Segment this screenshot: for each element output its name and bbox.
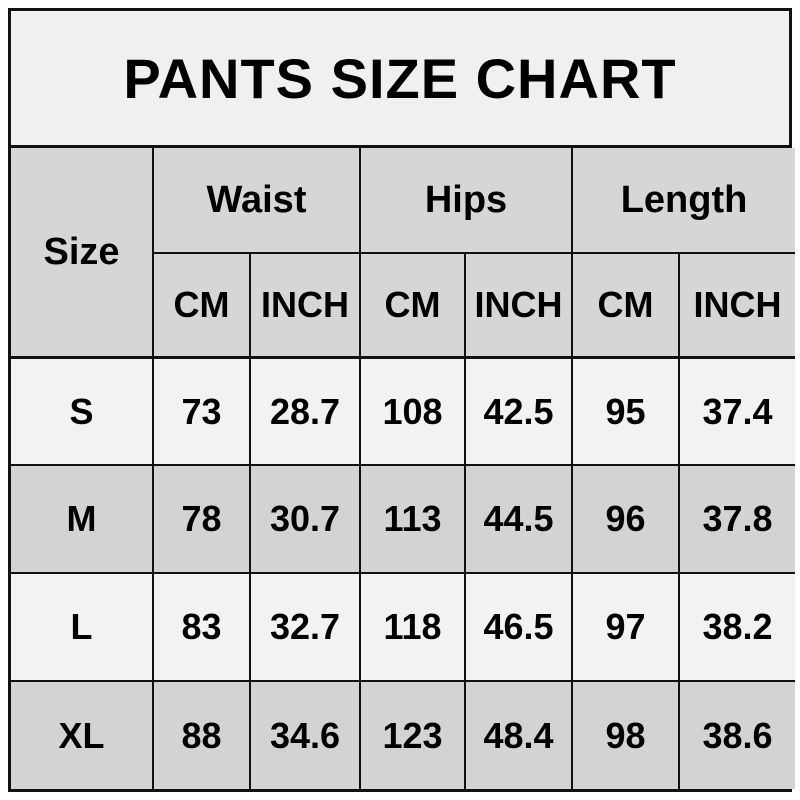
- size-table: Size Waist Hips Length CM INCH CM INCH C…: [10, 147, 797, 790]
- column-header-size: Size: [10, 147, 154, 359]
- value-cell: 46.5: [463, 572, 574, 683]
- unit-header-waist-inch: INCH: [249, 252, 361, 359]
- size-table-header: Size Waist Hips Length CM INCH CM INCH C…: [10, 147, 797, 359]
- value-cell: 83: [152, 572, 251, 683]
- table-row-xl: XL 88 34.6 123 48.4 98 38.6: [10, 680, 797, 790]
- column-group-length: Length: [571, 147, 797, 254]
- column-group-hips: Hips: [358, 147, 574, 254]
- value-cell: 44.5: [463, 464, 574, 575]
- value-cell: 38.6: [678, 680, 797, 790]
- size-cell: L: [10, 572, 154, 683]
- column-group-waist: Waist: [152, 147, 361, 254]
- unit-header-hips-cm: CM: [359, 252, 466, 359]
- value-cell: 78: [152, 464, 251, 575]
- value-cell: 113: [359, 464, 466, 575]
- header-group-row: Size Waist Hips Length: [10, 147, 797, 359]
- table-row-m: M 78 30.7 113 44.5 96 37.8: [10, 464, 797, 575]
- table-row-l: L 83 32.7 118 46.5 97 38.2: [10, 572, 797, 683]
- value-cell: 123: [359, 680, 466, 790]
- value-cell: 37.4: [678, 356, 797, 467]
- value-cell: 30.7: [249, 464, 361, 575]
- header-unit-row: CM INCH CM INCH CM INCH: [11, 252, 797, 359]
- size-cell: M: [10, 464, 154, 575]
- unit-header-waist-cm: CM: [152, 252, 251, 359]
- unit-header-length-inch: INCH: [678, 252, 797, 359]
- table-row-s: S 73 28.7 108 42.5 95 37.4: [10, 356, 797, 467]
- value-cell: 48.4: [463, 680, 574, 790]
- value-cell: 34.6: [249, 680, 361, 790]
- value-cell: 108: [359, 356, 466, 467]
- value-cell: 97: [571, 572, 681, 683]
- value-cell: 28.7: [249, 356, 361, 467]
- value-cell: 42.5: [463, 356, 574, 467]
- value-cell: 37.8: [678, 464, 797, 575]
- size-table-body: S 73 28.7 108 42.5 95 37.4 M 78 30.7 113…: [10, 356, 797, 790]
- value-cell: 88: [152, 680, 251, 790]
- value-cell: 32.7: [249, 572, 361, 683]
- value-cell: 118: [359, 572, 466, 683]
- value-cell: 96: [571, 464, 681, 575]
- value-cell: 98: [571, 680, 681, 790]
- value-cell: 38.2: [678, 572, 797, 683]
- unit-header-length-cm: CM: [571, 252, 681, 359]
- size-chart-frame: PANTS SIZE CHART Size Waist Hips Length: [8, 8, 797, 792]
- chart-title: PANTS SIZE CHART: [11, 11, 789, 148]
- value-cell: 95: [571, 356, 681, 467]
- unit-header-hips-inch: INCH: [463, 252, 574, 359]
- value-cell: 73: [152, 356, 251, 467]
- size-cell: S: [10, 356, 154, 467]
- size-cell: XL: [10, 680, 154, 790]
